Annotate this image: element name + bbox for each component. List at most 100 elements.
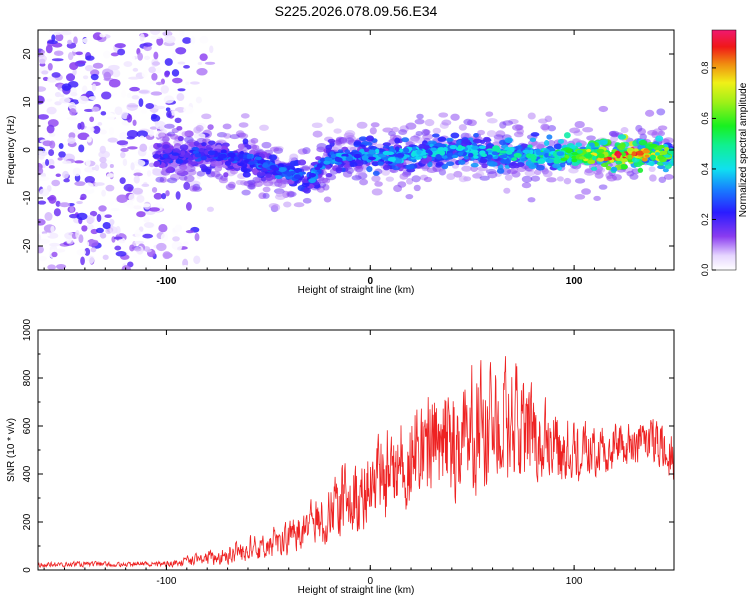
heatmap-cell (511, 157, 517, 162)
heatmap-cell (99, 129, 107, 135)
heatmap-cell (576, 149, 583, 154)
heatmap-cell (171, 127, 179, 134)
heatmap-cell (101, 91, 112, 100)
heatmap-cell (398, 129, 408, 135)
heatmap-cell (85, 55, 95, 61)
heatmap-cell (269, 146, 280, 152)
heatmap-cell (46, 98, 53, 102)
heatmap-cell (84, 108, 94, 112)
heatmap-cell (110, 208, 120, 212)
heatmap-cell (238, 133, 249, 139)
heatmap-cell (261, 141, 272, 149)
heatmap-cell (183, 64, 190, 69)
heatmap-cell (90, 247, 97, 253)
heatmap-cell (416, 113, 424, 120)
heatmap-cell (84, 80, 93, 85)
heatmap-cell (136, 130, 148, 138)
heatmap-cell (179, 144, 189, 151)
heatmap-cell (219, 153, 227, 159)
heatmap-cell (471, 145, 480, 150)
heatmap-cell (286, 165, 295, 169)
heatmap-cell (241, 189, 251, 196)
snr-frame (37, 329, 675, 571)
heatmap-cell (486, 130, 497, 138)
heatmap-cell (76, 60, 87, 64)
heatmap-cell (153, 51, 159, 60)
heatmap-cell (524, 170, 536, 177)
heatmap-cell (491, 151, 499, 156)
heatmap-cell (82, 85, 88, 93)
heatmap-cell (171, 52, 177, 61)
heatmap-cell (514, 145, 523, 151)
heatmap-cell (411, 175, 421, 183)
heatmap-cell (414, 118, 425, 125)
heatmap-cell (143, 222, 155, 228)
heatmap-cell (199, 164, 207, 169)
heatmap-cell (39, 58, 46, 65)
heatmap-cell (223, 172, 229, 178)
heatmap-cell (156, 37, 164, 46)
heatmap-cell (62, 170, 69, 179)
heatmap-cell (472, 138, 482, 144)
heatmap-cell (635, 124, 643, 132)
heatmap-cell (246, 153, 253, 160)
heatmap-cell (145, 248, 152, 253)
heatmap-cell (59, 97, 71, 104)
heatmap-cell (370, 122, 380, 128)
heatmap-cell (162, 144, 170, 150)
heatmap-cell (598, 184, 608, 190)
heatmap-cell (560, 161, 566, 168)
heatmap-cell (153, 105, 166, 110)
heatmap-cell (85, 104, 94, 109)
heatmap-cell (68, 101, 76, 110)
heatmap-cell (102, 254, 109, 260)
heatmap-cell (58, 151, 66, 158)
colorbar-tick-label: 0.8 (700, 62, 710, 75)
heatmap-cell (41, 161, 46, 169)
heatmap-cell (631, 151, 637, 157)
heatmap-cell (264, 173, 272, 178)
heatmap-cell (55, 200, 61, 207)
heatmap-cell (120, 147, 129, 152)
heatmap-cell (314, 166, 321, 171)
heatmap-cell (393, 184, 403, 193)
x-tick-label: 100 (566, 576, 583, 587)
heatmap-cell (148, 129, 154, 137)
heatmap-cell (199, 35, 209, 44)
heatmap-cell (102, 50, 111, 59)
heatmap-cell (59, 202, 71, 208)
heatmap-cell (67, 137, 76, 145)
heatmap-cell (582, 127, 594, 133)
heatmap-cell (545, 158, 554, 164)
heatmap-cell (438, 112, 449, 118)
y-tick-label: 800 (22, 369, 33, 386)
heatmap-cell (153, 192, 163, 200)
heatmap-cell (179, 164, 188, 171)
heatmap-cell (435, 153, 442, 160)
heatmap-cell (557, 139, 565, 144)
heatmap-cell (141, 183, 150, 187)
heatmap-cell (160, 85, 169, 94)
heatmap-cell (301, 182, 310, 188)
heatmap-cell (358, 136, 368, 142)
heatmap-cell (65, 73, 76, 82)
heatmap-cell (126, 92, 132, 98)
heatmap-cell (415, 131, 423, 137)
heatmap-cell (528, 164, 537, 170)
heatmap-cell (492, 145, 500, 151)
heatmap-cell (590, 166, 598, 171)
heatmap-cell (555, 144, 562, 150)
colorbar-tick-label: 0.4 (700, 163, 710, 176)
heatmap-cell (76, 212, 88, 221)
spectrogram-heatmap (38, 30, 674, 270)
heatmap-cell (461, 165, 472, 172)
heatmap-cell (361, 155, 369, 161)
heatmap-cell (129, 244, 135, 252)
heatmap-cell (205, 168, 212, 175)
heatmap-cell (382, 164, 391, 171)
heatmap-cell (38, 176, 50, 181)
heatmap-cell (453, 170, 463, 178)
heatmap-cell (537, 158, 546, 164)
heatmap-cell (158, 224, 168, 233)
